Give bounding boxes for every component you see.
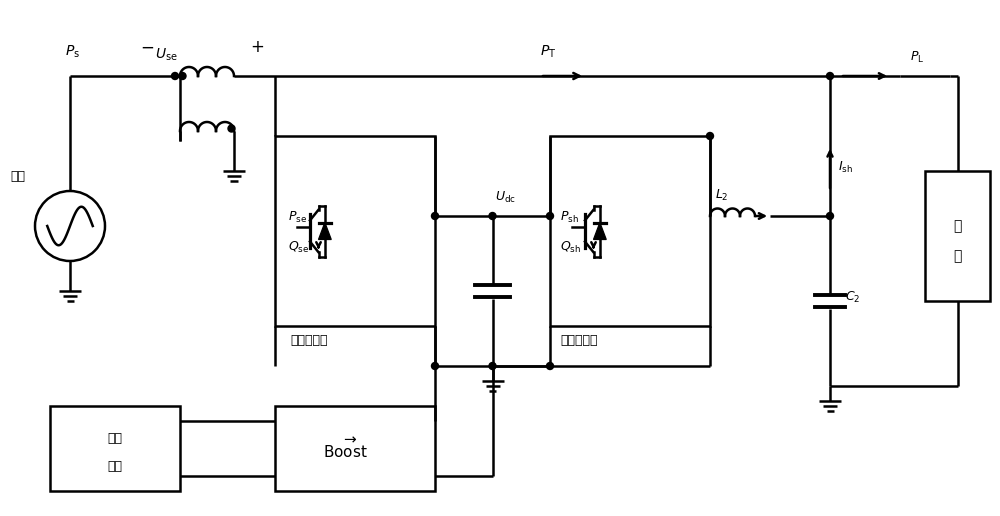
Text: $P_{\rm T}$: $P_{\rm T}$: [540, 44, 556, 60]
Bar: [275, 136, 435, 326]
Text: $-$: $-$: [140, 38, 154, 56]
Text: $P_{\rm sh}$: $P_{\rm sh}$: [560, 210, 579, 225]
Text: $\overrightarrow{\rm Boost}$: $\overrightarrow{\rm Boost}$: [323, 437, 367, 461]
Polygon shape: [594, 222, 606, 239]
Bar: [925, 171, 990, 301]
Polygon shape: [318, 222, 331, 239]
Circle shape: [546, 213, 554, 219]
Bar: [550, 136, 710, 326]
Text: 载: 载: [953, 249, 962, 263]
Circle shape: [706, 133, 714, 139]
Text: $L_{\rm 2}$: $L_{\rm 2}$: [715, 187, 729, 203]
Text: 串联变换器: 串联变换器: [290, 333, 328, 347]
Text: 光伏: 光伏: [108, 432, 122, 445]
Text: $+$: $+$: [250, 38, 264, 56]
Text: $I_{\rm sh}$: $I_{\rm sh}$: [838, 160, 852, 175]
Circle shape: [489, 213, 496, 219]
Text: 并联变换器: 并联变换器: [560, 333, 598, 347]
Text: 负: 负: [953, 219, 962, 233]
Circle shape: [228, 125, 235, 132]
Text: 电网: 电网: [10, 169, 25, 183]
Circle shape: [172, 73, 178, 79]
Text: $P_{\rm s}$: $P_{\rm s}$: [65, 44, 80, 60]
Circle shape: [826, 213, 834, 219]
Text: $Q_{\rm se}$: $Q_{\rm se}$: [288, 240, 309, 255]
Text: $Q_{\rm sh}$: $Q_{\rm sh}$: [560, 240, 581, 255]
Bar: [50, 406, 180, 491]
Circle shape: [489, 363, 496, 369]
Circle shape: [179, 73, 186, 79]
Text: $P_{\rm se}$: $P_{\rm se}$: [288, 210, 307, 225]
Text: $C_{\rm 2}$: $C_{\rm 2}$: [845, 290, 860, 305]
Circle shape: [546, 363, 554, 369]
Text: $P_{\rm L}$: $P_{\rm L}$: [910, 50, 924, 65]
Text: $U_{\rm dc}$: $U_{\rm dc}$: [495, 190, 516, 205]
Text: $U_{\rm se}$: $U_{\rm se}$: [155, 46, 178, 63]
Text: 电池: 电池: [108, 460, 122, 473]
Bar: [275, 406, 435, 491]
Circle shape: [432, 363, 438, 369]
Circle shape: [432, 213, 438, 219]
Circle shape: [826, 73, 834, 79]
